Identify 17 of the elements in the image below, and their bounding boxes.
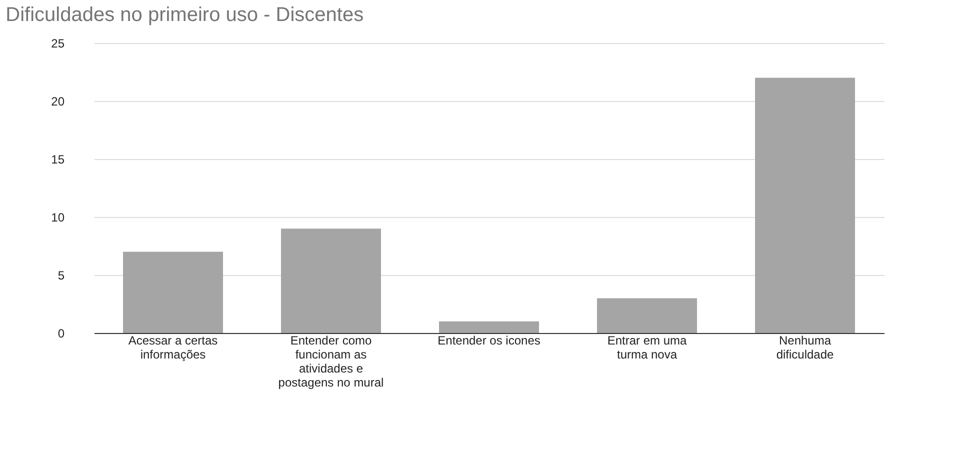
x-tick-label: Entrar em uma turma nova — [607, 334, 688, 362]
x-tick-label: Acessar a certas informações — [128, 334, 218, 362]
y-tick-label: 5 — [58, 268, 65, 282]
bar — [597, 298, 697, 333]
y-tick-label: 10 — [51, 210, 65, 224]
y-tick-label: 25 — [51, 36, 65, 50]
chart-title: Dificuldades no primeiro uso - Discentes — [6, 4, 364, 26]
bar — [281, 228, 381, 333]
y-tick-label: 15 — [51, 152, 65, 166]
x-tick-label: Entender como funcionam as atividades e postagens no mural — [278, 334, 384, 390]
y-tick-label: 0 — [58, 326, 65, 340]
x-tick-label: Nenhuma dificuldade — [776, 334, 834, 362]
y-tick-label: 20 — [51, 94, 65, 108]
bar — [755, 78, 855, 333]
bar — [123, 252, 223, 333]
bar — [439, 321, 539, 333]
x-tick-label: Entender os icones — [438, 334, 540, 348]
